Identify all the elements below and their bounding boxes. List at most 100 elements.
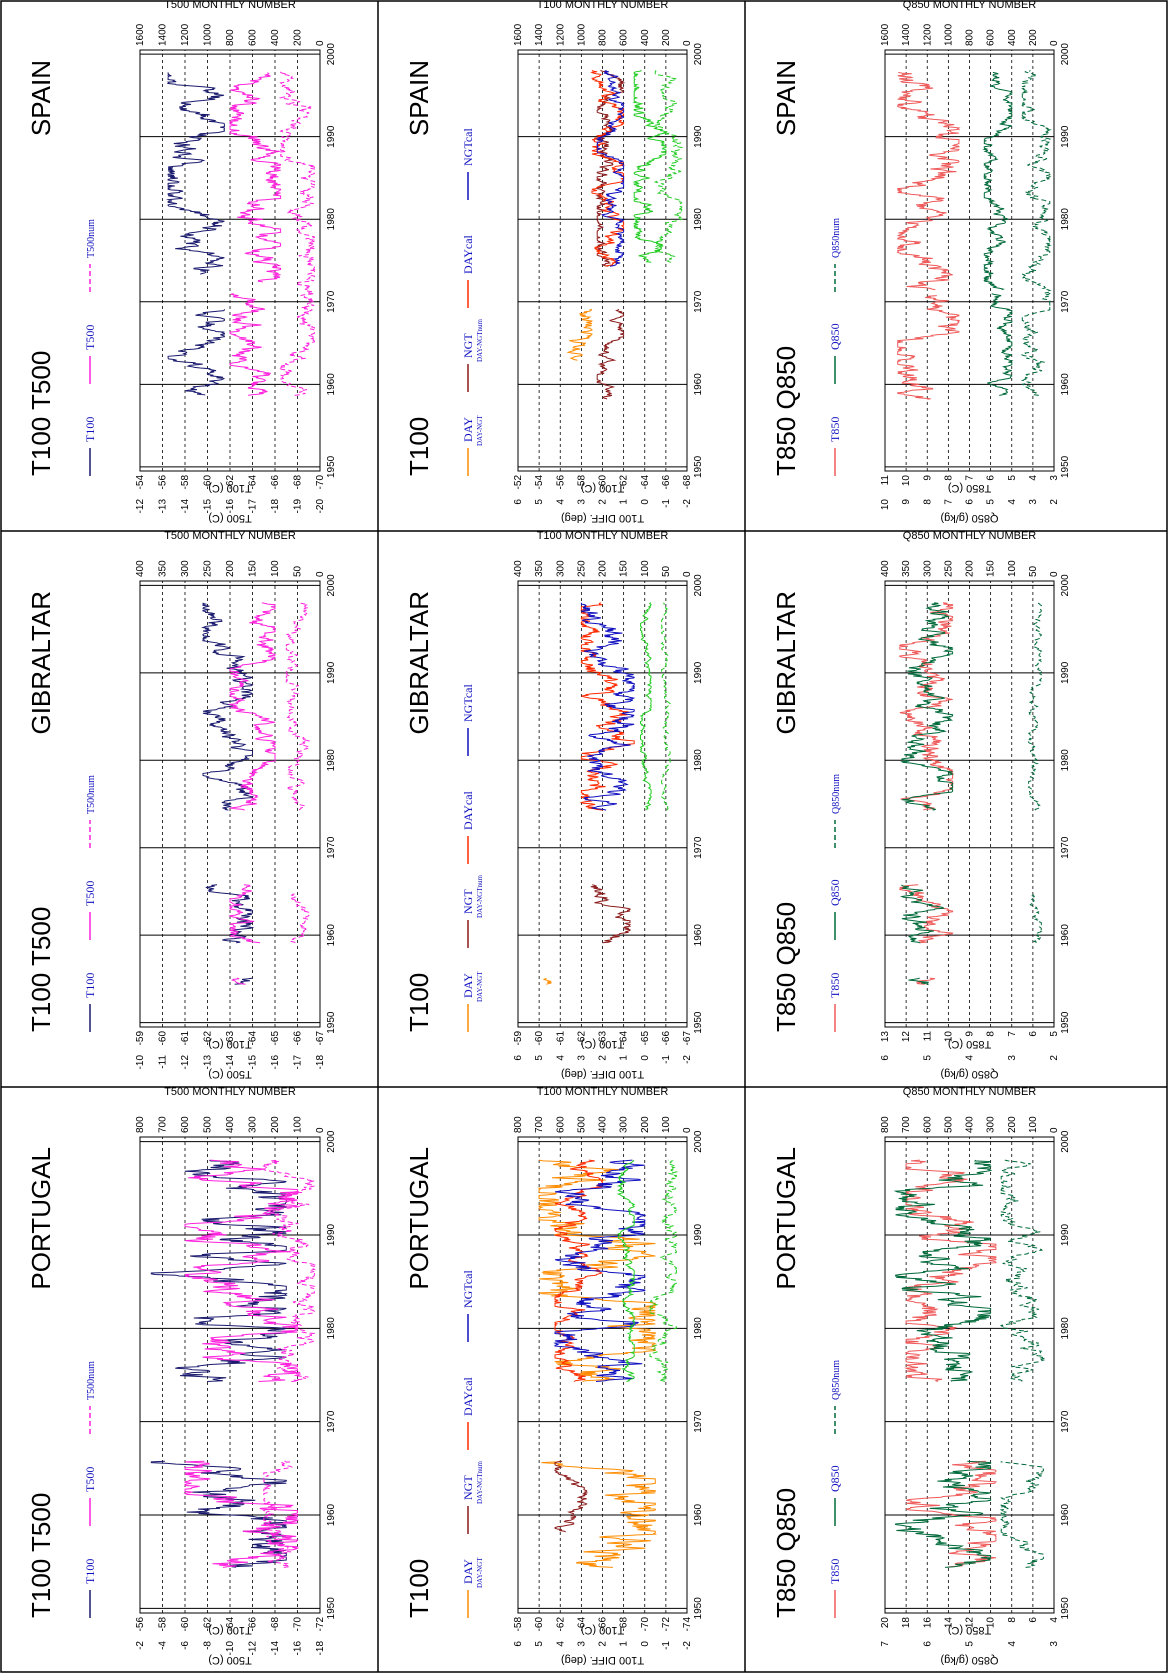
x-tick-label: 1950 [1060,455,1071,478]
left-tick-label: -65 [270,1031,281,1046]
left-tick-label-secondary: 1 [619,1055,630,1061]
x-tick-label: 1990 [1060,125,1071,148]
left-tick-label-secondary: -12 [248,1641,259,1656]
legend-label: NGT [461,1475,475,1500]
right-tick-label: 1200 [180,23,191,46]
series-line-NGTcal [595,70,626,267]
series-line-Q850num [1027,602,1043,811]
left-axis-title-secondary: Q850 (g/kg) [940,512,998,524]
left-tick-label: -58 [576,475,587,490]
legend-label: T500num [86,219,97,258]
series-line-DAY-NGTnum [660,602,672,811]
right-tick-label: 1000 [203,23,214,46]
left-tick-label-secondary: -2 [682,1055,693,1064]
x-tick-label: 1970 [326,1410,337,1433]
legend-label: Q850num [831,218,842,258]
left-tick-label-secondary: -11 [158,1055,169,1069]
x-tick-label: 1980 [693,208,704,231]
left-tick-label-secondary: -18 [315,1055,326,1070]
legend-label: NGTcal [461,128,475,166]
right-tick-label: 0 [682,571,693,577]
left-tick-label: -58 [180,475,191,490]
left-tick-label-secondary: -2 [135,1641,146,1650]
left-tick-label: 7 [965,475,976,481]
series-line-T100 [205,884,255,944]
right-tick-label: 300 [180,560,191,577]
left-tick-label-secondary: -13 [203,1055,214,1070]
left-tick-label: 12 [901,1031,912,1043]
series-line-Q850num [999,1159,1046,1382]
series-line-T100 [167,309,225,396]
left-tick-label: -63 [598,1031,609,1046]
right-tick-label: 200 [270,1116,281,1133]
right-tick-label: 100 [270,560,281,577]
x-tick-label: 1980 [1060,208,1071,231]
right-tick-label: 350 [534,560,545,577]
left-axis-title: T100 (C) [208,1624,251,1636]
x-tick-label: 1960 [693,1503,704,1526]
x-tick-label: 1960 [326,1503,337,1526]
panel-gibraltar-t100-t500: T100 T500 GIBRALTAR T100 T500 T500num 1950 196… [26,530,337,1080]
left-tick-label: -70 [293,1617,304,1632]
x-tick-label: 2000 [693,43,704,66]
right-tick-label: 800 [225,29,236,46]
left-tick-label-secondary: -1 [661,1641,672,1650]
legend-label: T500 [83,325,97,350]
left-axis-title-secondary: T500 (C) [208,1654,251,1666]
series-line-Q850 [895,1460,992,1568]
series-line-T850 [904,1159,997,1382]
right-tick-label: 600 [180,1116,191,1133]
legend-label: Q850 [828,1465,842,1492]
right-tick-label: 0 [682,40,693,46]
legend-label: T100 [83,1559,97,1584]
right-tick-label: 1000 [943,23,954,46]
right-tick-label: 400 [1007,29,1018,46]
left-tick-label: -68 [682,475,693,490]
legend-label: T100 [83,973,97,998]
series-line-Q850 [900,602,955,811]
left-tick-label: -62 [576,1031,587,1046]
left-tick-label: -68 [270,1617,281,1632]
left-tick-label: 10 [986,1617,997,1629]
right-axis-title: Q850 MONTHLY NUMBER [903,0,1037,11]
panel-region: SPAIN [404,60,434,136]
series-line-T500 [229,293,271,396]
left-tick-label-secondary: 6 [513,1055,524,1061]
right-tick-label: 0 [1049,40,1060,46]
left-tick-label-secondary: 5 [965,1641,976,1647]
left-tick-label: -60 [534,1031,545,1046]
left-tick-label: -62 [555,1617,566,1632]
left-tick-label: 11 [880,475,891,486]
left-tick-label: 14 [943,1617,954,1629]
left-tick-label: 6 [1028,1031,1039,1037]
x-tick-label: 1970 [1060,836,1071,859]
x-tick-label: 1990 [326,661,337,684]
left-tick-label-secondary: 2 [1049,499,1060,505]
left-tick-label: 10 [901,475,912,487]
right-tick-label: 100 [1028,1116,1039,1133]
left-tick-label: -64 [248,475,259,490]
left-axis-title: T100 (C) [208,1038,251,1050]
left-tick-label: -65 [640,1031,651,1046]
panel-spain-t850-q850: T850 Q850 SPAIN T850 Q850 Q850num 1950 1960 197… [771,0,1071,524]
panel-region: GIBRALTAR [26,591,56,735]
left-tick-label-secondary: -14 [270,1641,281,1656]
panel-region: PORTUGAL [26,1147,56,1290]
legend-sublabel: DAY-NGT [476,1557,484,1588]
x-tick-label: 1990 [326,125,337,148]
left-tick-label-secondary: 0 [640,499,651,505]
x-tick-label: 1980 [326,208,337,231]
legend-label: Q850num [831,1360,842,1400]
legend-label: T100 [83,417,97,442]
x-tick-label: 1970 [1060,1410,1071,1433]
right-tick-label: 150 [619,560,630,577]
left-tick-label-secondary: -20 [315,499,326,514]
panel-rotated: T100 T500 SPAIN T100 T500 T500num 1950 1960 197… [26,0,337,524]
left-tick-label: 9 [965,1031,976,1037]
series-line-Q850 [982,71,1013,291]
series-line-T100 [201,602,255,811]
x-tick-label: 1970 [326,290,337,313]
left-axis-title: T850 (C) [948,482,991,494]
panel-portugal-t100: T100 PORTUGAL DAY DAY-NGT NGT DAY-NGTnum DAYca… [404,1086,704,1666]
left-tick-label: -59 [513,1031,524,1046]
